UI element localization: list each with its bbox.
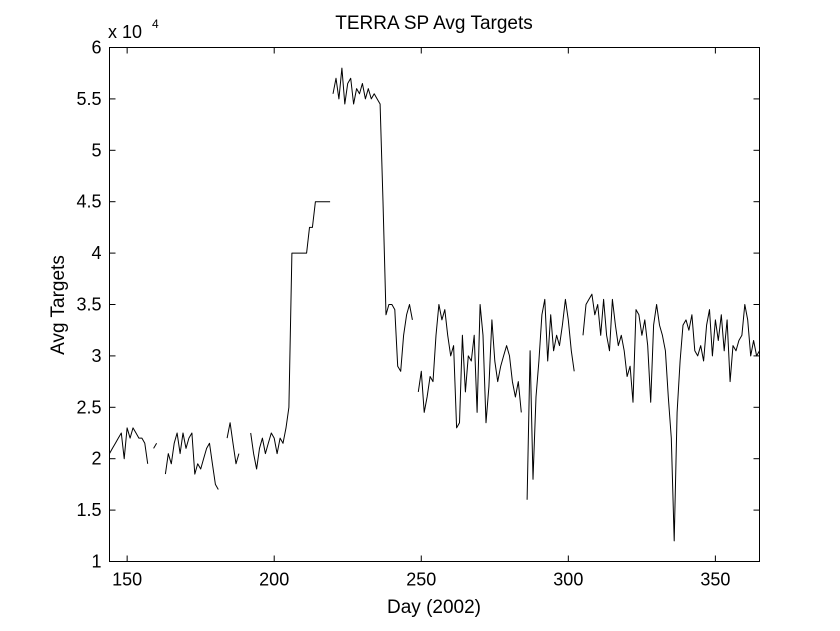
- y-tick-label: 5.5: [76, 89, 101, 109]
- y-axis-label: Avg Targets: [48, 255, 69, 355]
- y-tick-label: 5: [91, 140, 101, 160]
- y-tick-label: 6: [91, 38, 101, 58]
- y-multiplier-exponent: 4: [152, 17, 159, 31]
- series-line-segment: [526, 298, 575, 500]
- x-axis: 150 200 250 300 350: [112, 47, 730, 590]
- series-line-segment: [332, 67, 413, 372]
- y-axis: 1 1.5 2 2.5 3 3.5 4 4.5 5 5.5 6: [76, 38, 760, 572]
- series-line-segment: [582, 293, 760, 542]
- x-tick-label: 150: [112, 570, 142, 590]
- x-tick-label: 350: [700, 570, 730, 590]
- y-tick-label: 2: [91, 449, 101, 469]
- y-tick-label: 1.5: [76, 500, 101, 520]
- y-tick-label: 2.5: [76, 397, 101, 417]
- y-tick-label: 1: [91, 552, 101, 572]
- y-multiplier: x 10 4: [108, 17, 159, 42]
- series-line-group: [109, 67, 760, 542]
- plot-area-frame: [109, 47, 760, 562]
- series-line-segment: [417, 304, 522, 429]
- x-tick-label: 300: [553, 570, 583, 590]
- y-tick-label: 3.5: [76, 295, 101, 315]
- y-tick-label: 4: [91, 243, 101, 263]
- series-line-segment: [250, 201, 331, 470]
- x-axis-label: Day (2002): [387, 597, 481, 618]
- y-multiplier-label: x 10: [108, 22, 142, 42]
- series-line-segment: [153, 443, 158, 449]
- y-tick-label: 4.5: [76, 192, 101, 212]
- series-line-segment: [226, 422, 240, 465]
- series-line-segment: [164, 432, 219, 490]
- x-tick-label: 250: [406, 570, 436, 590]
- series-line-segment: [109, 427, 149, 464]
- y-tick-label: 3: [91, 346, 101, 366]
- x-tick-label: 200: [259, 570, 289, 590]
- chart-title: TERRA SP Avg Targets: [335, 13, 533, 34]
